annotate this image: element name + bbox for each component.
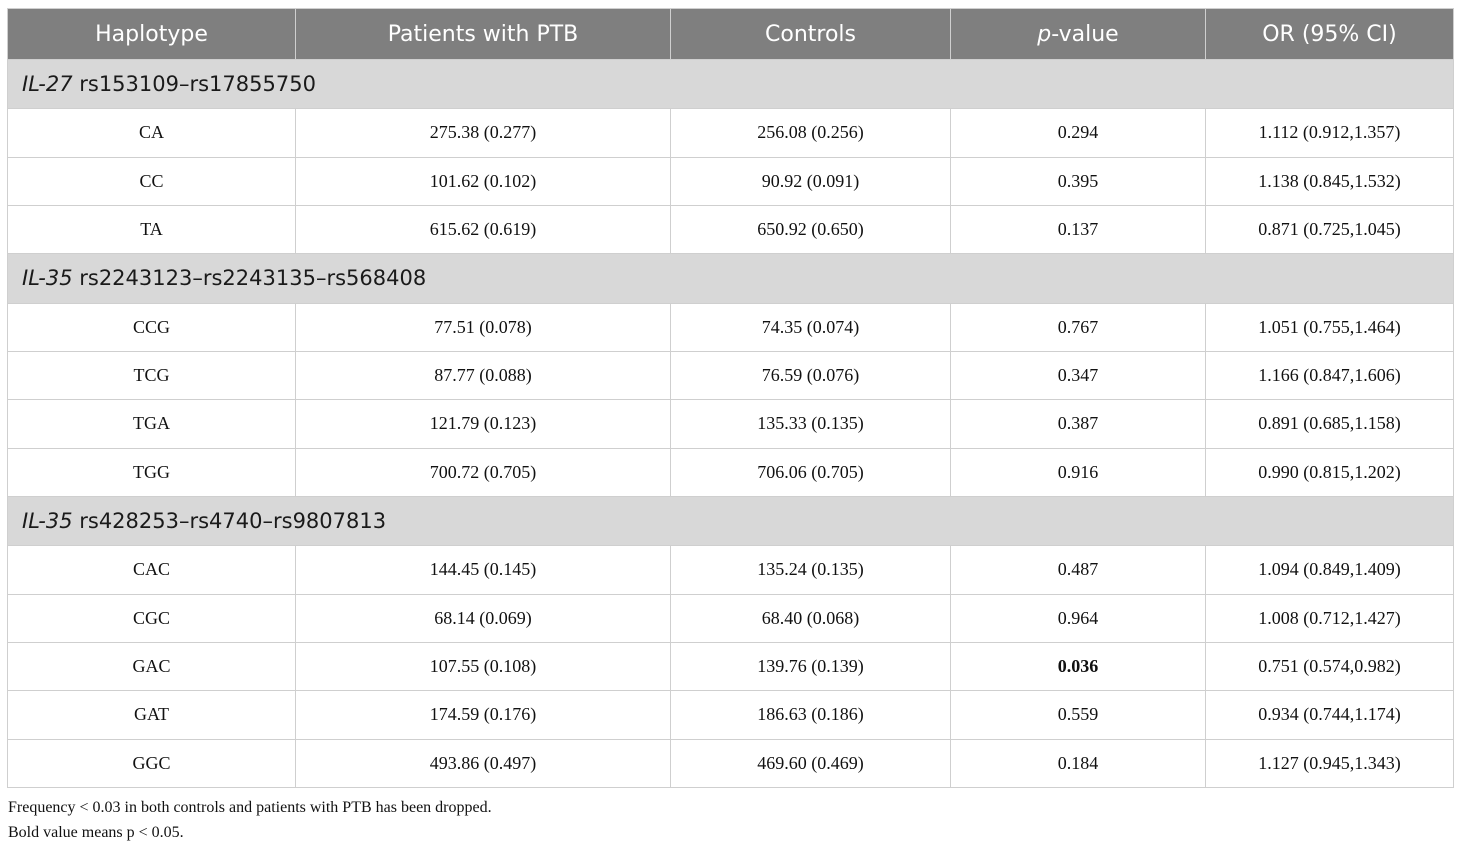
or-cell: 0.751 (0.574,0.982) (1205, 641, 1454, 692)
table-row: GGC 493.86 (0.497) 469.60 (0.469) 0.184 … (7, 738, 1454, 789)
p-value-cell: 0.559 (950, 690, 1206, 740)
or-cell: 0.990 (0.815,1.202) (1205, 447, 1454, 497)
patients-cell: 275.38 (0.277) (295, 108, 671, 158)
controls-cell: 139.76 (0.139) (670, 641, 951, 692)
group-label: IL-35 rs2243123–rs2243135–rs568408 (7, 253, 1454, 304)
controls-cell: 135.24 (0.135) (670, 545, 951, 595)
controls-cell: 135.33 (0.135) (670, 399, 951, 449)
header-p-letter: p (1037, 21, 1052, 47)
p-value-cell: 0.964 (950, 593, 1206, 643)
p-value-cell: 0.916 (950, 447, 1206, 497)
header-or: OR (95% CI) (1205, 8, 1454, 60)
gene-name: IL-35 (22, 509, 73, 534)
snp-list: rs2243123–rs2243135–rs568408 (72, 266, 427, 291)
group-label: IL-27 rs153109–rs17855750 (7, 58, 1454, 110)
patients-cell: 68.14 (0.069) (295, 593, 671, 643)
patients-cell: 493.86 (0.497) (295, 738, 671, 789)
footnote-bold: Bold value means p < 0.05. (8, 824, 184, 841)
or-cell: 1.051 (0.755,1.464) (1205, 302, 1454, 352)
p-value-cell: 0.487 (950, 545, 1206, 595)
table-row: TA 615.62 (0.619) 650.92 (0.650) 0.137 0… (7, 204, 1454, 255)
p-value-cell: 0.294 (950, 108, 1206, 158)
haplotype-cell: GAT (7, 690, 296, 740)
patients-cell: 77.51 (0.078) (295, 302, 671, 352)
table-row: TGG 700.72 (0.705) 706.06 (0.705) 0.916 … (7, 447, 1454, 497)
controls-cell: 74.35 (0.074) (670, 302, 951, 352)
table-row: TGA 121.79 (0.123) 135.33 (0.135) 0.387 … (7, 399, 1454, 449)
or-cell: 1.166 (0.847,1.606) (1205, 350, 1454, 401)
snp-list: rs153109–rs17855750 (72, 72, 316, 97)
gene-name: IL-35 (22, 266, 73, 291)
haplotype-cell: TGA (7, 399, 296, 449)
table-row: CC 101.62 (0.102) 90.92 (0.091) 0.395 1.… (7, 156, 1454, 206)
or-cell: 1.094 (0.849,1.409) (1205, 545, 1454, 595)
table-header-row: Haplotype Patients with PTB Controls p-v… (7, 8, 1454, 60)
header-haplotype: Haplotype (7, 8, 296, 60)
gene-name: IL-27 (22, 72, 73, 97)
p-value-cell: 0.395 (950, 156, 1206, 206)
or-cell: 0.934 (0.744,1.174) (1205, 690, 1454, 740)
group-row: IL-35 rs428253–rs4740–rs9807813 (7, 495, 1454, 547)
haplotype-cell: TA (7, 204, 296, 255)
controls-cell: 650.92 (0.650) (670, 204, 951, 255)
p-value-cell: 0.767 (950, 302, 1206, 352)
p-value-cell: 0.387 (950, 399, 1206, 449)
table-row: GAC 107.55 (0.108) 139.76 (0.139) 0.036 … (7, 641, 1454, 692)
p-value-cell-significant: 0.036 (950, 641, 1206, 692)
patients-cell: 101.62 (0.102) (295, 156, 671, 206)
p-value-cell: 0.184 (950, 738, 1206, 789)
or-cell: 0.891 (0.685,1.158) (1205, 399, 1454, 449)
or-cell: 1.138 (0.845,1.532) (1205, 156, 1454, 206)
group-row: IL-35 rs2243123–rs2243135–rs568408 (7, 253, 1454, 304)
table-row: CA 275.38 (0.277) 256.08 (0.256) 0.294 1… (7, 108, 1454, 158)
or-cell: 1.127 (0.945,1.343) (1205, 738, 1454, 789)
table-row: TCG 87.77 (0.088) 76.59 (0.076) 0.347 1.… (7, 350, 1454, 401)
table-row: CGC 68.14 (0.069) 68.40 (0.068) 0.964 1.… (7, 593, 1454, 643)
haplotype-cell: GAC (7, 641, 296, 692)
patients-cell: 87.77 (0.088) (295, 350, 671, 401)
header-controls: Controls (670, 8, 951, 60)
haplotype-cell: TGG (7, 447, 296, 497)
snp-list: rs428253–rs4740–rs9807813 (72, 509, 387, 534)
p-value-cell: 0.137 (950, 204, 1206, 255)
p-value-cell: 0.347 (950, 350, 1206, 401)
controls-cell: 469.60 (0.469) (670, 738, 951, 789)
patients-cell: 174.59 (0.176) (295, 690, 671, 740)
controls-cell: 90.92 (0.091) (670, 156, 951, 206)
header-patients: Patients with PTB (295, 8, 671, 60)
haplotype-cell: TCG (7, 350, 296, 401)
controls-cell: 186.63 (0.186) (670, 690, 951, 740)
haplotype-cell: CCG (7, 302, 296, 352)
or-cell: 1.008 (0.712,1.427) (1205, 593, 1454, 643)
haplotype-table: Haplotype Patients with PTB Controls p-v… (7, 8, 1454, 789)
or-cell: 0.871 (0.725,1.045) (1205, 204, 1454, 255)
table-row: GAT 174.59 (0.176) 186.63 (0.186) 0.559 … (7, 690, 1454, 740)
haplotype-cell: CAC (7, 545, 296, 595)
footnote-frequency: Frequency < 0.03 in both controls and pa… (8, 799, 492, 816)
haplotype-cell: GGC (7, 738, 296, 789)
controls-cell: 256.08 (0.256) (670, 108, 951, 158)
controls-cell: 76.59 (0.076) (670, 350, 951, 401)
or-cell: 1.112 (0.912,1.357) (1205, 108, 1454, 158)
patients-cell: 107.55 (0.108) (295, 641, 671, 692)
controls-cell: 706.06 (0.705) (670, 447, 951, 497)
patients-cell: 121.79 (0.123) (295, 399, 671, 449)
patients-cell: 144.45 (0.145) (295, 545, 671, 595)
haplotype-cell: CGC (7, 593, 296, 643)
patients-cell: 615.62 (0.619) (295, 204, 671, 255)
table-footnotes: Frequency < 0.03 in both controls and pa… (8, 795, 492, 845)
haplotype-cell: CC (7, 156, 296, 206)
group-label: IL-35 rs428253–rs4740–rs9807813 (7, 495, 1454, 547)
header-value-suffix: -value (1051, 21, 1119, 47)
table-row: CAC 144.45 (0.145) 135.24 (0.135) 0.487 … (7, 545, 1454, 595)
patients-cell: 700.72 (0.705) (295, 447, 671, 497)
group-row: IL-27 rs153109–rs17855750 (7, 58, 1454, 110)
header-p-value: p-value (950, 8, 1206, 60)
haplotype-cell: CA (7, 108, 296, 158)
table-row: CCG 77.51 (0.078) 74.35 (0.074) 0.767 1.… (7, 302, 1454, 352)
controls-cell: 68.40 (0.068) (670, 593, 951, 643)
